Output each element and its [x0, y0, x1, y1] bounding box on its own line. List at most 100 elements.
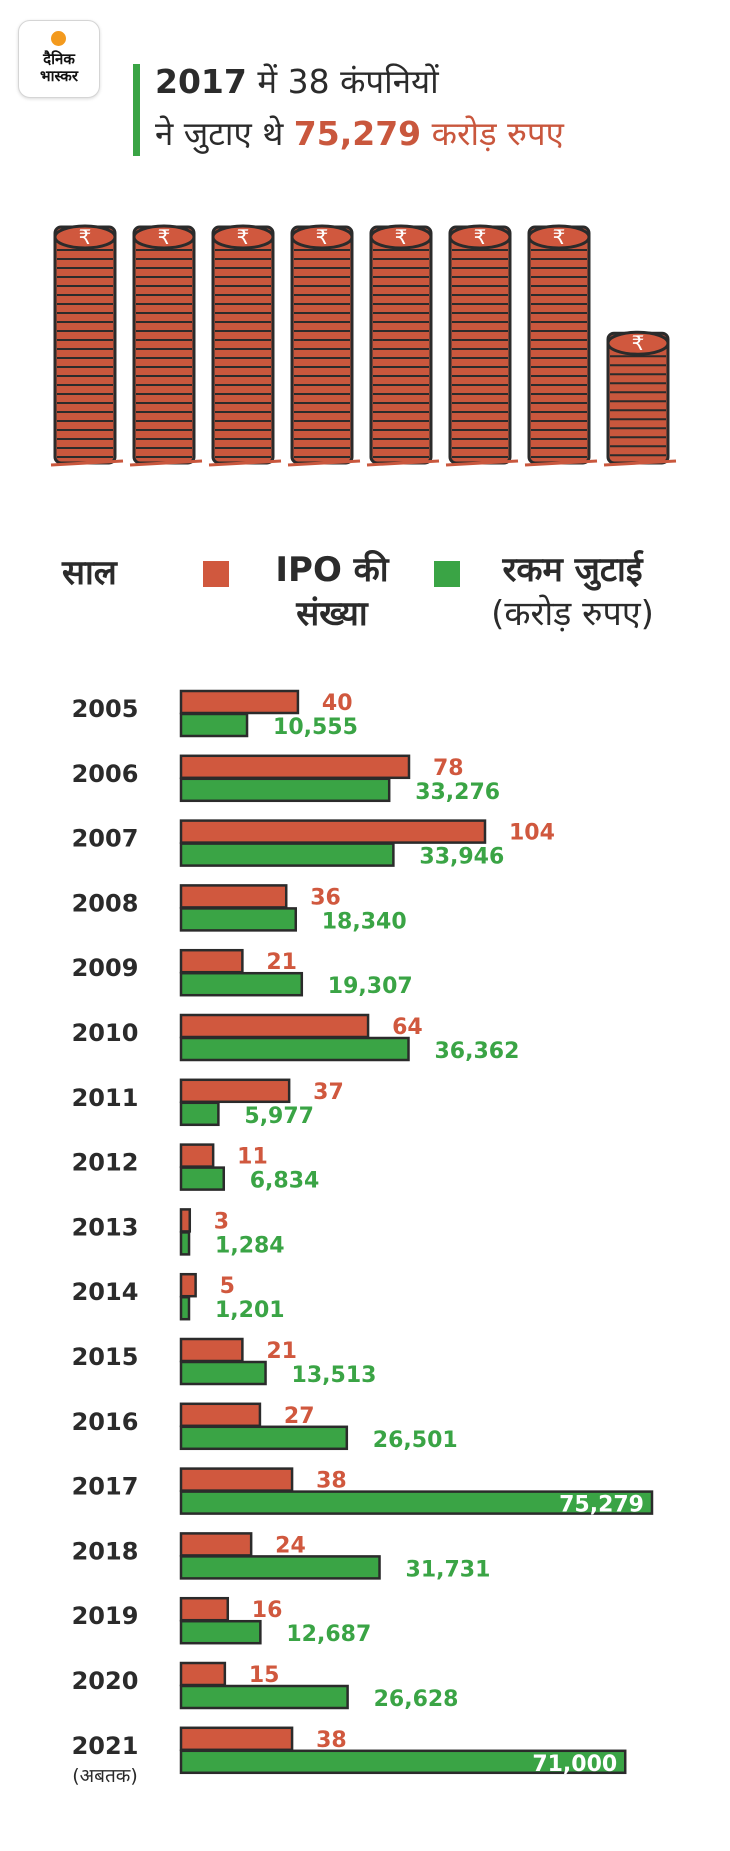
- amount-bar: [179, 971, 304, 997]
- chart-row-2013: 2013 31,284: [72, 1208, 285, 1258]
- year-tick-label: 2014: [72, 1278, 139, 1306]
- ipo-bar: [179, 884, 288, 909]
- coin-stack: ₹: [524, 224, 598, 467]
- ipo-data-label: 21: [266, 1339, 297, 1364]
- coin-shadow-stroke: [50, 459, 124, 467]
- amount-data-label: 12,687: [286, 1622, 371, 1647]
- ipo-data-label: 40: [322, 691, 353, 716]
- chart-row-2012: 2012 116,834: [72, 1143, 319, 1194]
- year-tick-label: 2020: [72, 1667, 139, 1695]
- ipo-bar: [179, 1337, 244, 1363]
- amount-data-label: 33,276: [415, 780, 500, 805]
- amount-data-label: 1,201: [215, 1298, 285, 1323]
- ipo-bar: [179, 1078, 291, 1104]
- amount-bar: [179, 1749, 627, 1775]
- ipo-data-label: 64: [392, 1015, 423, 1040]
- ipo-data-label: 11: [237, 1145, 268, 1170]
- year-tick-label: 2006: [72, 760, 139, 788]
- rupee-icon: ₹: [395, 225, 408, 249]
- coin-top: [211, 224, 275, 250]
- year-tick-label: 2011: [72, 1084, 139, 1112]
- ipo-bar: [179, 1532, 253, 1557]
- amount-bar: [179, 1166, 226, 1191]
- coin-top: [527, 224, 591, 250]
- amount-bar: [179, 712, 249, 738]
- ipo-bar: [179, 1726, 294, 1752]
- coin-stack: ₹: [603, 330, 677, 467]
- year-tick-label: 2005: [72, 695, 139, 723]
- year-tick-label: 2016: [72, 1408, 139, 1436]
- rupee-icon: ₹: [237, 225, 250, 249]
- year-tick-label: 2012: [72, 1149, 139, 1177]
- amount-data-label: 10,555: [273, 715, 358, 740]
- ipo-bar: [179, 689, 300, 715]
- brand-logo: दैनिक भास्कर: [18, 20, 100, 98]
- ipo-data-label: 16: [252, 1598, 283, 1623]
- amount-bar: [179, 1619, 262, 1645]
- ipo-bar: [179, 754, 411, 780]
- ipo-data-label: 3: [214, 1209, 229, 1234]
- ipo-data-label: 78: [433, 756, 464, 781]
- headline: 2017 में 38 कंपनियों ने जुटाए थे 75,279 …: [155, 56, 715, 160]
- ipo-data-label: 27: [284, 1404, 315, 1429]
- amount-bar: [179, 1231, 191, 1256]
- year-tick-label: 2013: [72, 1213, 139, 1241]
- ipo-bar: [179, 948, 244, 974]
- amount-data-label: 75,279: [559, 1493, 644, 1518]
- ipo-bar: [179, 1402, 262, 1428]
- chart-row-2021: 2021 (अबतक) 38 71,000: [72, 1726, 627, 1787]
- amount-data-label: 31,731: [406, 1557, 491, 1582]
- ipo-bar: [179, 1208, 192, 1233]
- year-tick-label: 2015: [72, 1343, 139, 1371]
- ipo-legend-line1: IPO की: [275, 550, 389, 590]
- headline-amount: 75,279: [293, 114, 422, 153]
- amount-bar: [179, 1490, 654, 1515]
- ipo-data-label: 36: [310, 885, 341, 910]
- amount-data-label: 71,000: [532, 1752, 617, 1777]
- coin-shadow-stroke: [603, 459, 677, 467]
- rupee-icon: ₹: [553, 225, 566, 249]
- chart-row-2018: 2018 24 31,731: [72, 1532, 491, 1582]
- year-tick-label: 2018: [72, 1537, 139, 1565]
- rupee-icon: ₹: [316, 225, 329, 249]
- chart-row-2016: 2016 27 26,501: [72, 1402, 458, 1453]
- ipo-bar: [179, 1661, 227, 1687]
- year-note-label: (अबतक): [72, 1765, 138, 1787]
- amount-bar: [179, 777, 391, 803]
- ipo-data-label: 38: [316, 1728, 347, 1753]
- ipo-data-label: 38: [316, 1469, 347, 1494]
- rupee-icon: ₹: [79, 225, 92, 249]
- amount-bar: [179, 842, 395, 867]
- chart-row-2011: 2011 375,977: [72, 1078, 344, 1129]
- amount-data-label: 26,501: [373, 1428, 458, 1453]
- amount-data-label: 13,513: [292, 1363, 377, 1388]
- ipo-data-label: 24: [275, 1533, 306, 1558]
- amount-bar: [179, 1684, 349, 1710]
- headline-line1: 2017 में 38 कंपनियों: [155, 56, 715, 108]
- coin-stack: ₹: [208, 224, 282, 467]
- ipo-legend-label: IPO की संख्या: [262, 548, 402, 636]
- coin-stack: ₹: [129, 224, 203, 467]
- year-tick-label: 2010: [72, 1019, 139, 1047]
- coin-top: [132, 224, 196, 250]
- amount-data-label: 18,340: [322, 909, 407, 934]
- coin-top: [53, 224, 117, 250]
- chart-row-2017: 2017 38 75,279: [72, 1467, 654, 1518]
- amount-bar: [179, 907, 297, 932]
- amount-bar: [179, 1555, 381, 1580]
- headline-unit: करोड़ रुपए: [431, 114, 564, 153]
- ipo-legend-line2: संख्या: [296, 594, 368, 634]
- amount-data-label: 26,628: [374, 1687, 459, 1712]
- ipo-bar: [179, 1467, 294, 1492]
- amount-bar: [179, 1101, 220, 1127]
- rupee-icon: ₹: [158, 225, 171, 249]
- amount-data-label: 1,284: [215, 1233, 285, 1258]
- coin-top: [290, 224, 354, 250]
- coin-shadow-stroke: [129, 459, 203, 467]
